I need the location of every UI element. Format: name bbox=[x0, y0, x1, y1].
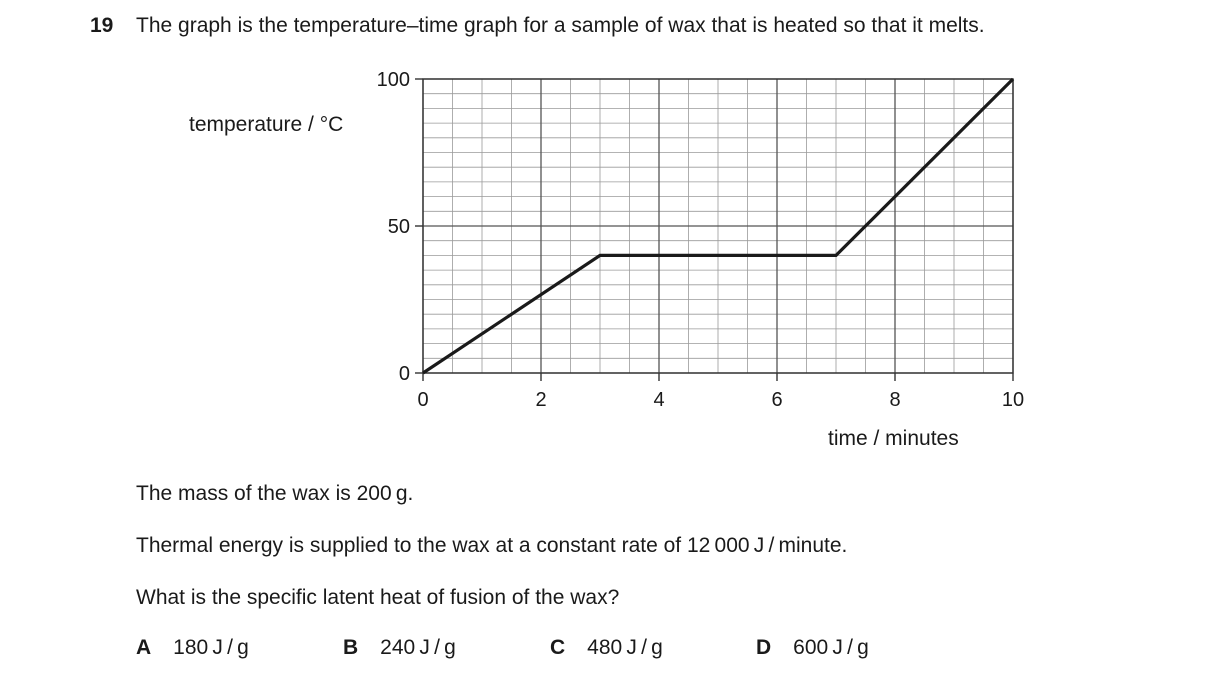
option-d[interactable]: D 600 J / g bbox=[756, 636, 869, 660]
option-a-text: 180 J / g bbox=[173, 636, 249, 659]
question-text: The graph is the temperature–time graph … bbox=[136, 14, 985, 37]
option-d-letter: D bbox=[756, 636, 772, 659]
y-tick-label: 0 bbox=[399, 363, 410, 385]
option-b[interactable]: B 240 J / g bbox=[343, 636, 456, 660]
y-tick-label: 50 bbox=[388, 216, 410, 238]
x-tick-label: 0 bbox=[417, 389, 428, 411]
option-d-text: 600 J / g bbox=[793, 636, 869, 659]
x-tick-label: 2 bbox=[535, 389, 546, 411]
info-question: What is the specific latent heat of fusi… bbox=[136, 586, 620, 609]
y-axis-label: temperature / °C bbox=[189, 113, 344, 136]
x-tick-label: 6 bbox=[771, 389, 782, 411]
info-energy-rate: Thermal energy is supplied to the wax at… bbox=[136, 534, 848, 557]
x-axis-label: time / minutes bbox=[828, 427, 959, 450]
option-b-text: 240 J / g bbox=[380, 636, 456, 659]
info-mass: The mass of the wax is 200 g. bbox=[136, 482, 414, 505]
series-line-0 bbox=[422, 77, 1015, 375]
option-a-letter: A bbox=[136, 636, 152, 659]
option-c[interactable]: C 480 J / g bbox=[550, 636, 663, 660]
option-c-letter: C bbox=[550, 636, 566, 659]
option-c-text: 480 J / g bbox=[587, 636, 663, 659]
question-number: 19 bbox=[90, 14, 114, 37]
series-layer bbox=[422, 77, 1015, 375]
x-tick-label: 10 bbox=[1002, 389, 1024, 411]
y-tick-label: 100 bbox=[377, 69, 410, 91]
x-tick-label: 4 bbox=[653, 389, 664, 411]
option-a[interactable]: A 180 J / g bbox=[136, 636, 249, 660]
answer-options: A 180 J / g B 240 J / g C 480 J / g D 600 J … bbox=[136, 636, 1136, 666]
option-b-letter: B bbox=[343, 636, 359, 659]
x-tick-label: 8 bbox=[889, 389, 900, 411]
